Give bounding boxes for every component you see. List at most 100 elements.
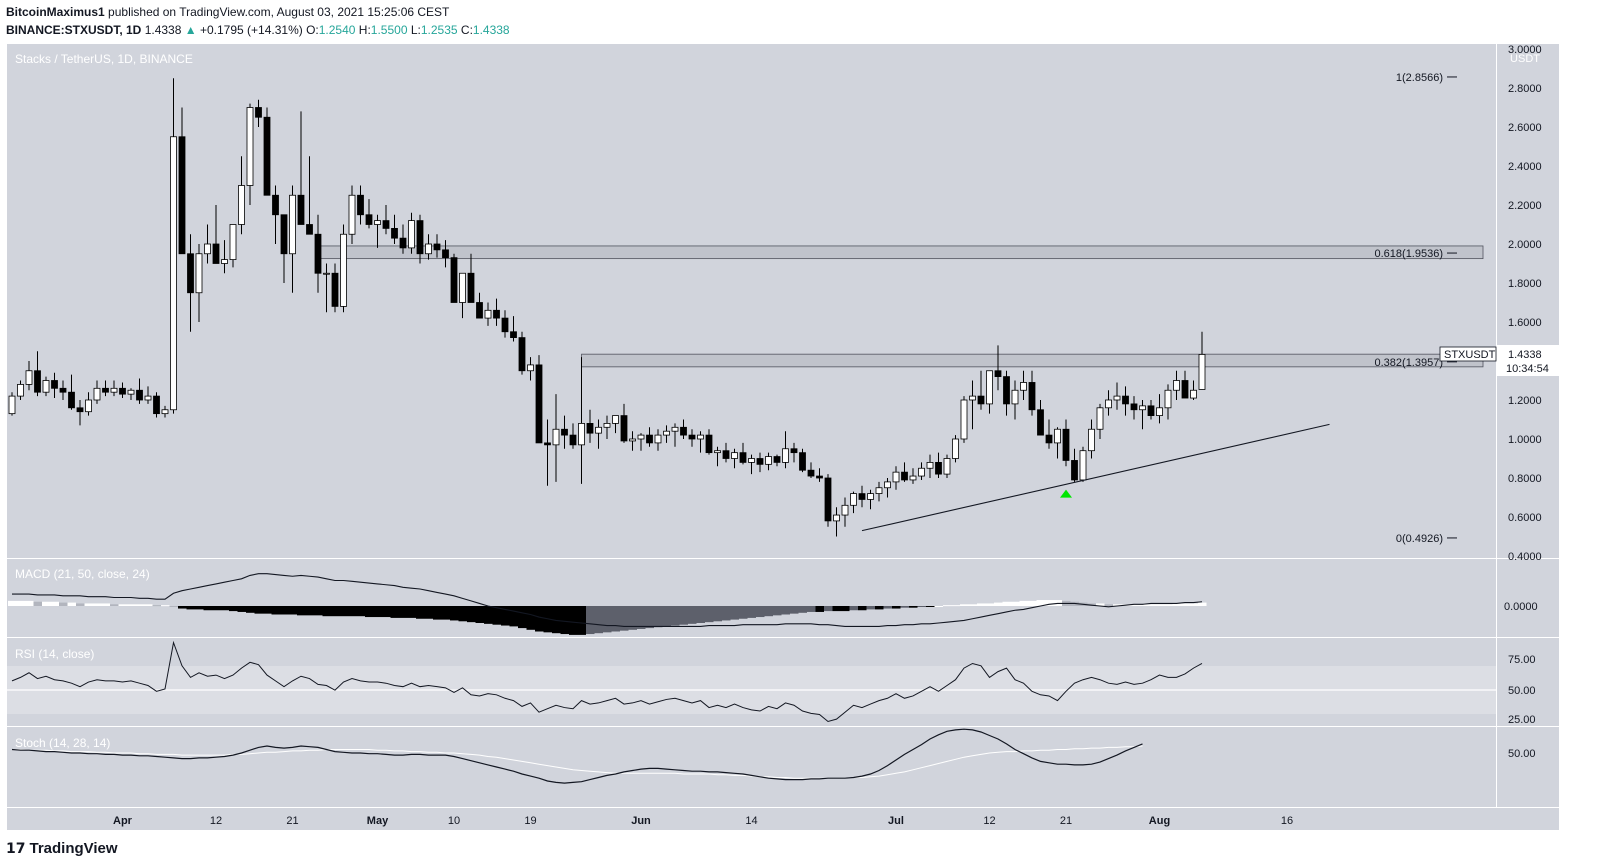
candle-body [1130, 403, 1138, 411]
macd-bar [739, 606, 748, 619]
macd-bar [1028, 600, 1037, 606]
candle-body [1088, 428, 1095, 452]
macd-bar [798, 606, 807, 613]
x-tick-label: Aug [1149, 815, 1170, 827]
x-tick-label: 14 [745, 815, 757, 827]
macd-bar [526, 606, 535, 630]
macd-bar [977, 603, 986, 606]
candle-body [34, 370, 41, 393]
macd-bar [101, 603, 110, 606]
candle-body [833, 514, 840, 522]
candle-body [93, 387, 101, 401]
macd-bar [654, 606, 663, 628]
macd-bar [713, 606, 722, 622]
candle-body [484, 309, 492, 319]
macd-bar [1011, 601, 1020, 606]
candle-body [977, 395, 985, 405]
x-tick-label: 19 [524, 815, 536, 827]
chart-header: BitcoinMaximus1 published on TradingView… [6, 3, 510, 39]
macd-bar [705, 606, 714, 623]
candle-body [1045, 434, 1053, 444]
x-tick-label: May [367, 815, 389, 827]
candle-body [59, 387, 67, 393]
footer-brand[interactable]: 17 TradingView [6, 840, 118, 857]
y-tick-label: 2.2000 [1508, 200, 1542, 212]
macd-bar [569, 606, 578, 635]
candle-body [646, 434, 653, 444]
low-label: L: [410, 23, 421, 37]
macd-bar [815, 606, 824, 612]
macd-bar [407, 606, 416, 618]
candle-body [382, 220, 390, 229]
candle-body [1071, 460, 1078, 481]
time-axis[interactable] [7, 808, 1559, 830]
candle-body [799, 452, 806, 471]
macd-bar [994, 602, 1003, 606]
candle-body [102, 387, 109, 393]
macd-bar [246, 606, 255, 613]
macd-bar [679, 606, 688, 625]
macd-bar [943, 605, 952, 607]
y-tick-label: 1.2000 [1508, 395, 1542, 407]
y-tick-label: 1.0000 [1508, 434, 1542, 446]
stoch-pane[interactable] [7, 727, 1496, 807]
candle-body [255, 107, 262, 118]
price-pane[interactable] [7, 44, 1496, 558]
candle-body [8, 395, 16, 415]
macd-bar [475, 606, 484, 623]
up-arrow-icon: ▲ [184, 23, 197, 37]
candle-body [399, 237, 407, 249]
macd-bar [960, 604, 969, 606]
price-tag-box [1497, 345, 1559, 376]
candle-body [748, 458, 755, 463]
symbol-line: BINANCE:STXUSDT, 1D 1.4338 ▲ +0.1795 (+1… [6, 21, 510, 39]
high-label: H: [358, 23, 371, 37]
candle-body [442, 249, 449, 259]
brand-name: TradingView [29, 840, 118, 857]
macd-bar [229, 606, 238, 612]
y-tick-label: 2.6000 [1508, 122, 1542, 134]
price-axis[interactable] [1497, 44, 1559, 807]
macd-bar [76, 603, 85, 606]
macd-bar [603, 606, 612, 633]
macd-bar [535, 606, 544, 632]
y-tick-label: 1.6000 [1508, 317, 1542, 329]
macd-bar [1138, 604, 1147, 606]
price-tag-symbol-box [1439, 346, 1497, 362]
high-value: 1.5500 [370, 23, 408, 37]
candle-body [620, 415, 628, 442]
candle-body [926, 461, 934, 469]
candle-body [1011, 389, 1019, 405]
macd-pane[interactable] [7, 559, 1496, 637]
y-tick-label: 0.4000 [1508, 551, 1542, 563]
candle-body [51, 380, 58, 389]
macd-bar [1172, 603, 1181, 606]
macd-bar [849, 606, 858, 611]
macd-bar [671, 606, 680, 626]
macd-bar [1104, 604, 1113, 606]
candle-body [280, 214, 288, 255]
macd-bar [67, 602, 76, 606]
macd-bar [263, 606, 272, 614]
macd-bar [1155, 604, 1164, 606]
stoch-d-line [12, 745, 1143, 779]
candle-body [221, 259, 228, 264]
macd-bar [611, 606, 620, 632]
candle-body [637, 434, 645, 440]
macd-bar [467, 606, 476, 623]
macd-bar [934, 606, 943, 607]
macd-bar [1130, 604, 1139, 606]
macd-bar [118, 604, 127, 606]
candle-body [527, 364, 534, 372]
candle-body [595, 426, 602, 434]
price-tag-symbol: STXUSDT [1444, 349, 1496, 361]
macd-bar [416, 606, 425, 619]
candle-body [1096, 407, 1104, 430]
macd-bar [322, 606, 331, 617]
candle-body [552, 428, 560, 446]
x-tick-label: Jun [631, 815, 651, 827]
author-name[interactable]: BitcoinMaximus1 [6, 5, 105, 19]
macd-bar [781, 606, 790, 615]
candle-body [187, 253, 194, 294]
